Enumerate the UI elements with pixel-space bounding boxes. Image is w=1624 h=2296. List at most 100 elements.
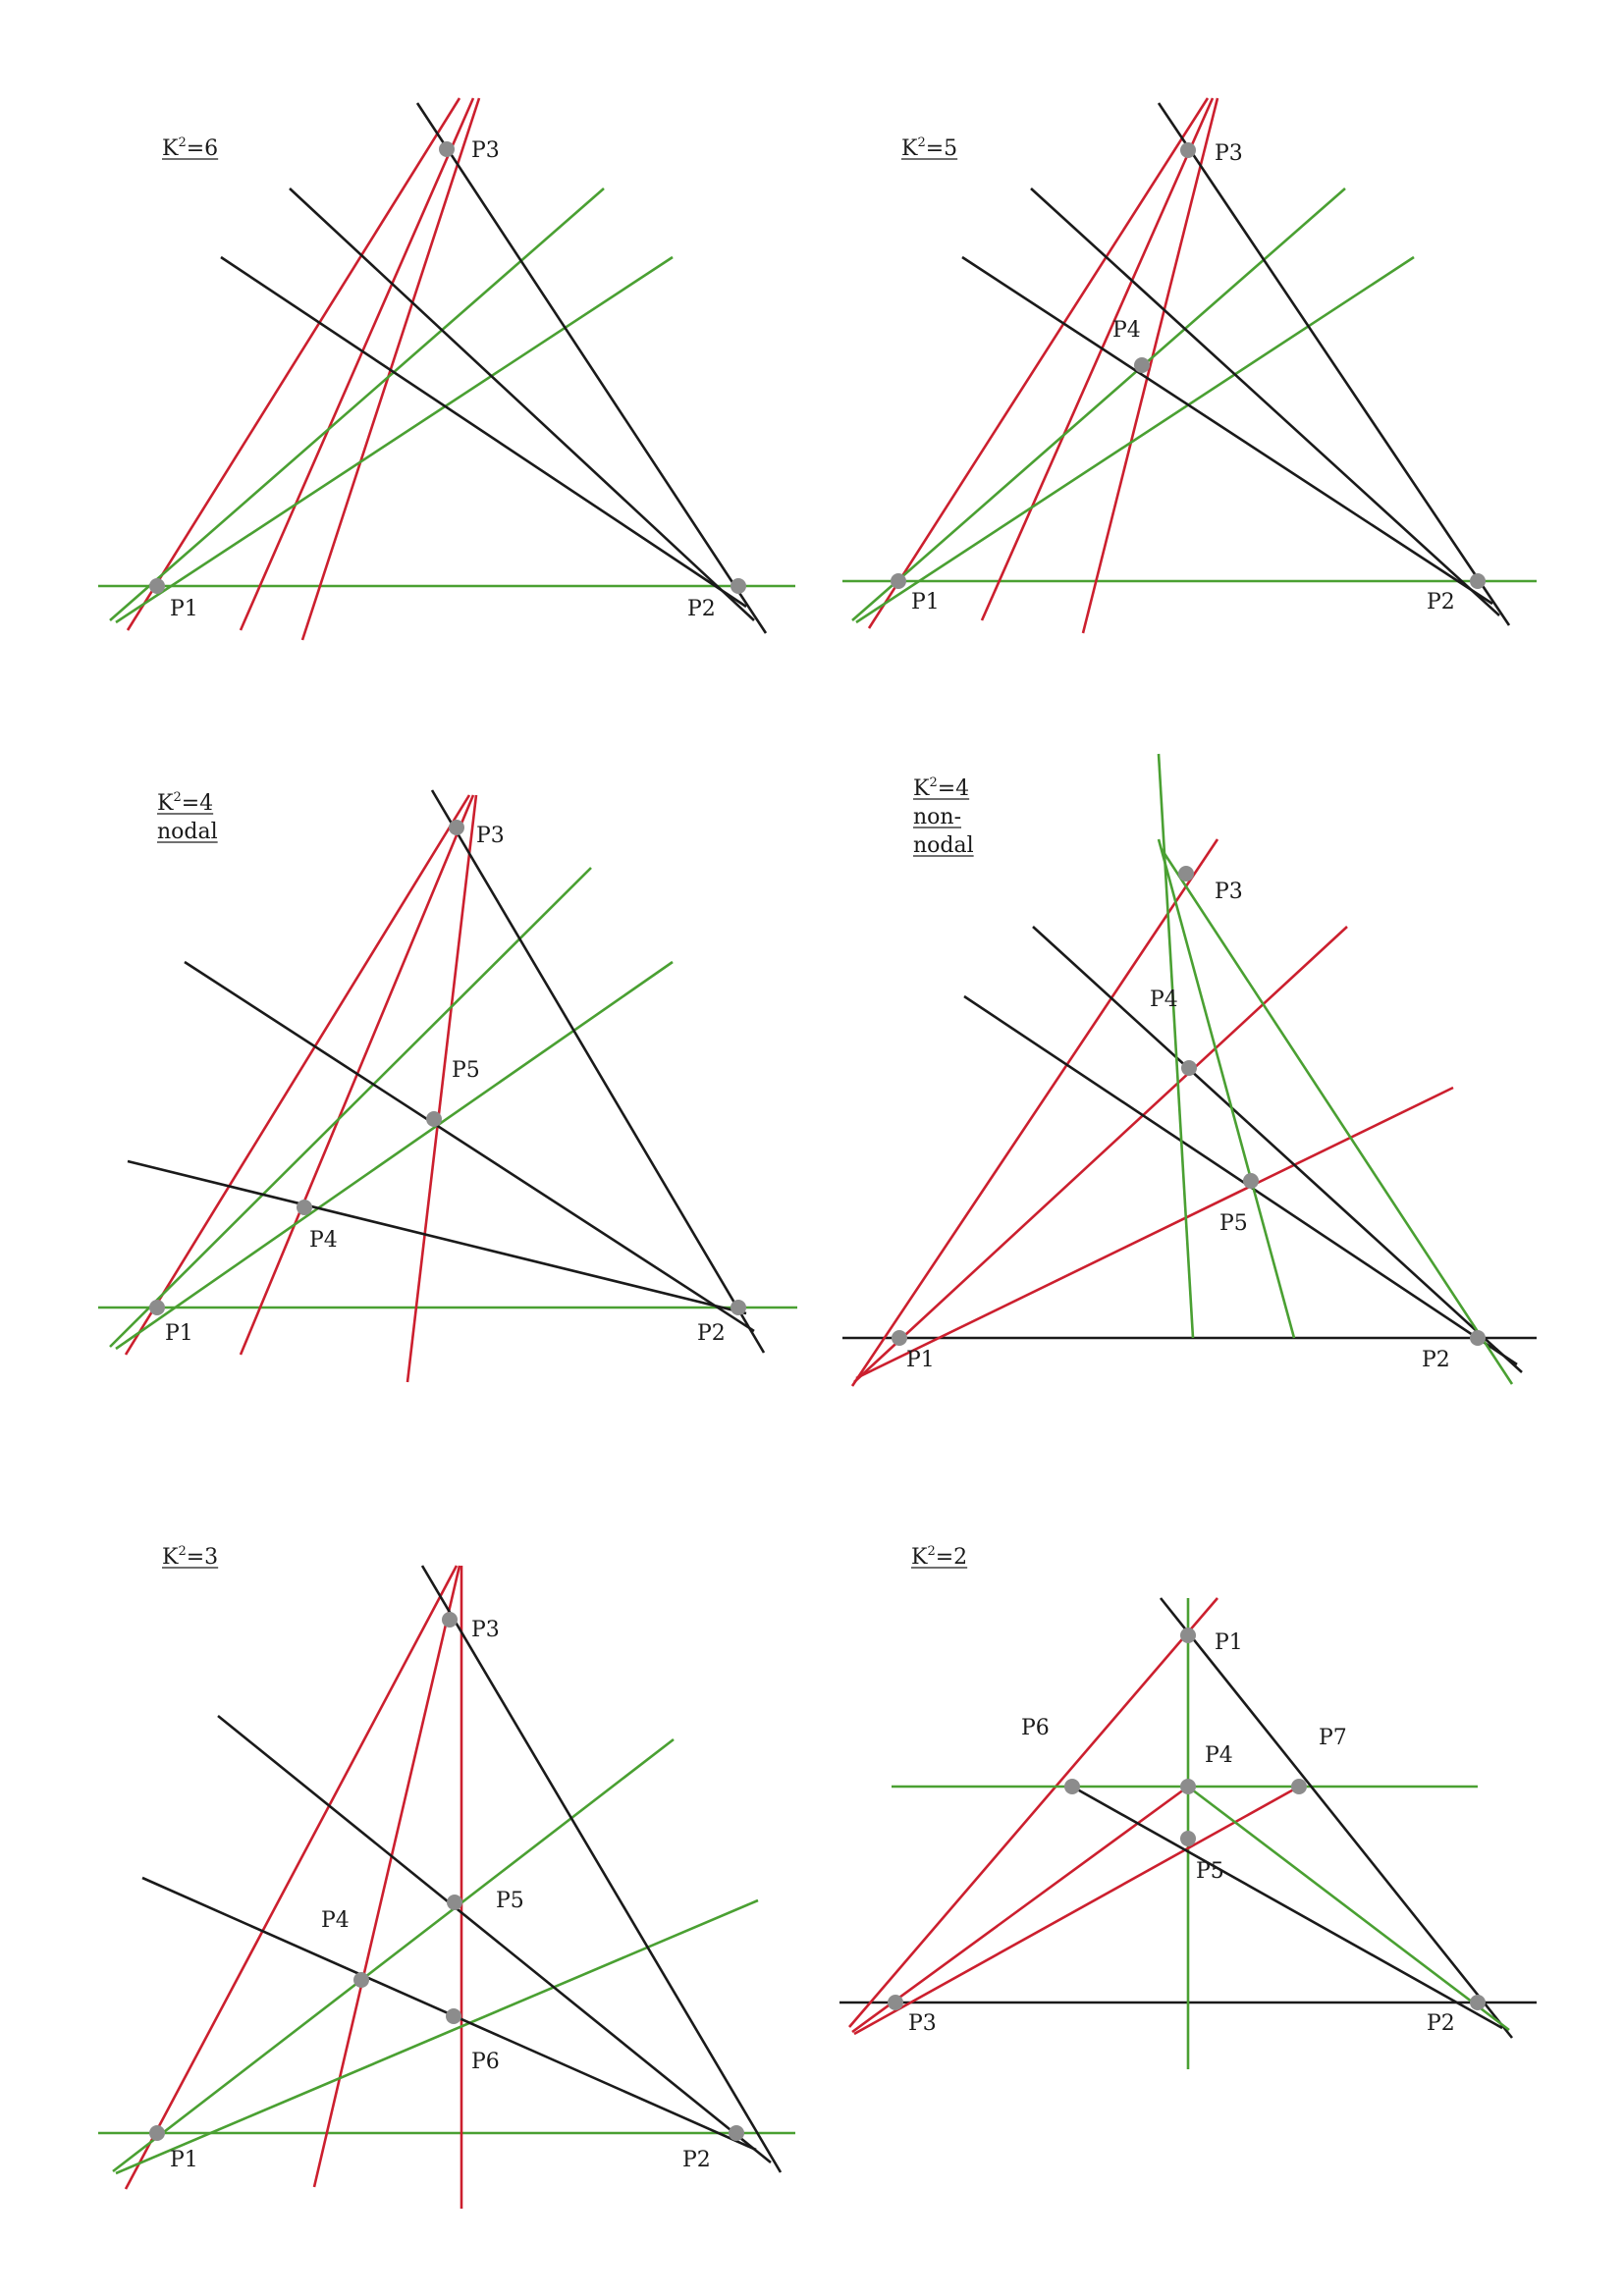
point-label-p2: P2 — [1427, 2011, 1455, 2036]
point-label-p1: P1 — [1215, 1630, 1243, 1655]
black-line — [1032, 926, 1523, 1373]
green-line — [1187, 1785, 1510, 2032]
point-p6 — [446, 2008, 461, 2024]
red-line — [1081, 97, 1219, 634]
point-label-p5: P5 — [1219, 1211, 1248, 1236]
black-line — [220, 255, 747, 609]
point-label-p6: P6 — [471, 2050, 500, 2074]
point-p1 — [892, 1330, 907, 1346]
black-line — [1157, 102, 1511, 626]
point-label-p4: P4 — [309, 1228, 338, 1253]
red-line — [851, 1785, 1189, 2034]
red-line — [867, 97, 1210, 629]
black-line — [961, 255, 1493, 606]
black-line — [430, 789, 766, 1354]
point-label-p3: P3 — [1215, 880, 1243, 904]
point-p3 — [1180, 142, 1196, 158]
point-p3 — [888, 1995, 903, 2010]
diagram-title: K2=4 — [157, 790, 213, 816]
point-p4 — [1134, 357, 1150, 373]
diagram-title: K2=2 — [911, 1544, 967, 1570]
point-label-p1: P1 — [170, 597, 198, 621]
point-label-p2: P2 — [1422, 1348, 1450, 1372]
point-label-p3: P3 — [908, 2011, 937, 2036]
point-p6 — [1064, 1779, 1080, 1794]
point-p5 — [447, 1895, 462, 1910]
black-line — [963, 994, 1518, 1366]
point-label-p4: P4 — [321, 1908, 350, 1933]
point-p4 — [297, 1200, 312, 1215]
green-line — [112, 1737, 675, 2173]
point-p3 — [1178, 866, 1194, 881]
point-p5 — [1180, 1831, 1196, 1846]
point-label-p1: P1 — [170, 2148, 198, 2172]
red-line — [406, 794, 478, 1383]
red-line — [855, 1086, 1454, 1380]
point-p1 — [1180, 1628, 1196, 1643]
point-label-p4: P4 — [1150, 988, 1178, 1012]
diagram-title: K2=3 — [162, 1544, 218, 1570]
point-p1 — [149, 2125, 165, 2141]
point-label-p3: P3 — [471, 1618, 500, 1642]
black-line — [1159, 1597, 1514, 2039]
green-line — [1160, 848, 1514, 1385]
point-p2 — [1470, 1330, 1486, 1346]
diagram-title: K2=6 — [162, 135, 218, 161]
black-line — [1030, 187, 1500, 616]
black-line — [127, 1159, 747, 1315]
red-line — [848, 1597, 1218, 2028]
point-label-p3: P3 — [471, 138, 500, 163]
diagram-k2-5: P1 P2 P3 P4 K2=5 — [842, 97, 1537, 634]
point-p2 — [731, 1300, 746, 1315]
point-p4 — [1181, 1060, 1197, 1076]
point-p3 — [449, 820, 464, 835]
red-line — [124, 794, 471, 1356]
red-line — [980, 97, 1215, 621]
point-label-p3: P3 — [476, 824, 505, 848]
point-p3 — [439, 141, 455, 157]
point-label-p7: P7 — [1319, 1726, 1347, 1750]
diagram-title: nodal — [157, 820, 218, 844]
point-p2 — [1470, 1995, 1486, 2010]
point-p2 — [731, 578, 746, 594]
black-line — [184, 960, 755, 1333]
red-line — [126, 97, 461, 631]
point-p5 — [426, 1111, 442, 1127]
diagram-k2-2: P1 P2 P3 P4 P5 P6 P7 K2=2 — [839, 1544, 1537, 2069]
point-p7 — [1291, 1779, 1307, 1794]
point-label-p4: P4 — [1112, 318, 1141, 343]
point-p4 — [353, 1972, 369, 1988]
point-label-p3: P3 — [1215, 141, 1243, 166]
green-line — [109, 187, 605, 621]
green-line — [109, 867, 592, 1348]
green-line — [1157, 838, 1296, 1339]
diagram-title: K2=5 — [901, 135, 957, 161]
red-line — [853, 1785, 1300, 2036]
green-line — [855, 255, 1415, 624]
green-line — [851, 187, 1346, 621]
point-label-p6: P6 — [1021, 1716, 1050, 1740]
point-label-p1: P1 — [906, 1348, 935, 1372]
point-label-p1: P1 — [165, 1321, 193, 1346]
red-line — [853, 926, 1348, 1383]
point-label-p2: P2 — [1427, 590, 1455, 614]
diagram-title: non- — [913, 805, 961, 829]
diagram-k2-6: P1 P2 P3 K2=6 — [98, 97, 795, 641]
point-p2 — [1470, 573, 1486, 589]
point-p4 — [1180, 1779, 1196, 1794]
black-line — [1071, 1785, 1503, 2030]
diagram-k2-4-nodal: P1 P2 P3 P4 P5 K2=4 nodal — [98, 789, 797, 1383]
green-line — [115, 255, 674, 624]
red-line — [124, 1565, 459, 2190]
point-label-p5: P5 — [1196, 1859, 1224, 1884]
point-label-p5: P5 — [496, 1889, 524, 1913]
point-label-p1: P1 — [911, 590, 940, 614]
point-p3 — [442, 1612, 458, 1628]
black-line — [289, 187, 755, 621]
diagram-title: nodal — [913, 833, 974, 858]
green-line — [115, 960, 674, 1351]
point-p1 — [149, 578, 165, 594]
point-label-p4: P4 — [1205, 1743, 1233, 1768]
red-line — [312, 1565, 461, 2188]
